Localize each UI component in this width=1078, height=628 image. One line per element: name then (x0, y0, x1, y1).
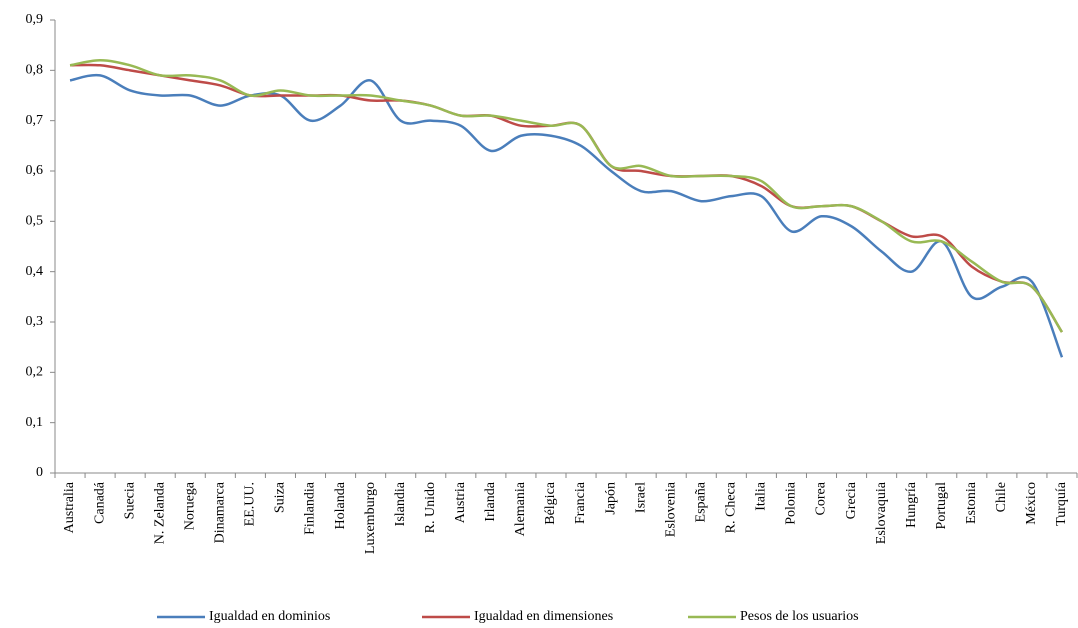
x-tick-label: Irlanda (483, 481, 498, 521)
x-tick-label: Luxemburgo (363, 482, 378, 554)
y-tick-label: 0,4 (26, 264, 44, 279)
series-line (69, 59, 1064, 333)
x-tick-label: Japón (603, 482, 618, 515)
x-tick-label: Eslovaquia (874, 481, 889, 544)
y-tick-label: 0 (36, 465, 43, 480)
x-tick-label: Holanda (333, 481, 348, 529)
x-tick-label: España (693, 481, 708, 522)
x-tick-label: Dinamarca (213, 481, 228, 543)
y-tick-label: 0,6 (26, 163, 44, 178)
legend-label: Igualdad en dominios (209, 609, 330, 624)
x-tick-label: Noruega (182, 481, 197, 530)
x-tick-label: Finlandia (303, 481, 318, 535)
x-tick-label: Eslovenia (663, 481, 678, 537)
x-tick-label: Bélgica (543, 481, 558, 525)
x-tick-label: Portugal (934, 482, 949, 530)
x-tick-label: Italia (754, 481, 769, 511)
x-tick-label: Turquía (1054, 481, 1069, 526)
x-tick-label: Australia (62, 481, 77, 533)
y-tick-label: 0,3 (26, 314, 44, 329)
y-tick-label: 0,1 (26, 415, 44, 430)
y-tick-label: 0,2 (26, 365, 44, 380)
x-tick-label: Austria (453, 481, 468, 523)
x-tick-label: Chile (994, 482, 1009, 512)
y-tick-label: 0,9 (26, 12, 44, 27)
x-tick-label: EE.UU. (243, 482, 258, 526)
x-tick-label: N. Zelanda (152, 481, 167, 544)
x-tick-label: Grecia (844, 481, 859, 519)
x-tick-label: Israel (633, 482, 648, 513)
x-tick-label: Alemania (513, 481, 528, 536)
x-tick-label: R. Unido (423, 482, 438, 533)
x-tick-label: Corea (814, 481, 829, 515)
legend-label: Igualdad en dimensiones (474, 609, 613, 624)
y-tick-label: 0,7 (26, 113, 44, 128)
x-tick-label: Hungría (904, 481, 919, 528)
x-tick-label: Canadá (92, 481, 107, 524)
series-line (69, 73, 1064, 358)
x-tick-label: Estonia (964, 481, 979, 524)
x-tick-label: Suecia (122, 481, 137, 519)
x-tick-label: Polonia (784, 481, 799, 525)
legend-label: Pesos de los usuarios (740, 609, 859, 624)
x-tick-label: Suiza (273, 481, 288, 513)
x-tick-label: Islandia (393, 481, 408, 526)
y-tick-label: 0,5 (26, 214, 44, 229)
x-tick-label: Francia (573, 481, 588, 524)
y-tick-label: 0,8 (26, 63, 44, 78)
x-tick-label: R. Checa (724, 481, 739, 533)
x-tick-label: México (1024, 482, 1039, 525)
